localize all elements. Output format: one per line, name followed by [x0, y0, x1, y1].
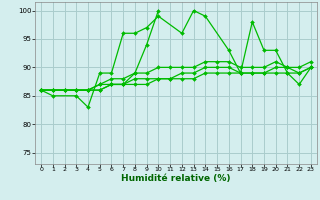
X-axis label: Humidité relative (%): Humidité relative (%)	[121, 174, 231, 183]
